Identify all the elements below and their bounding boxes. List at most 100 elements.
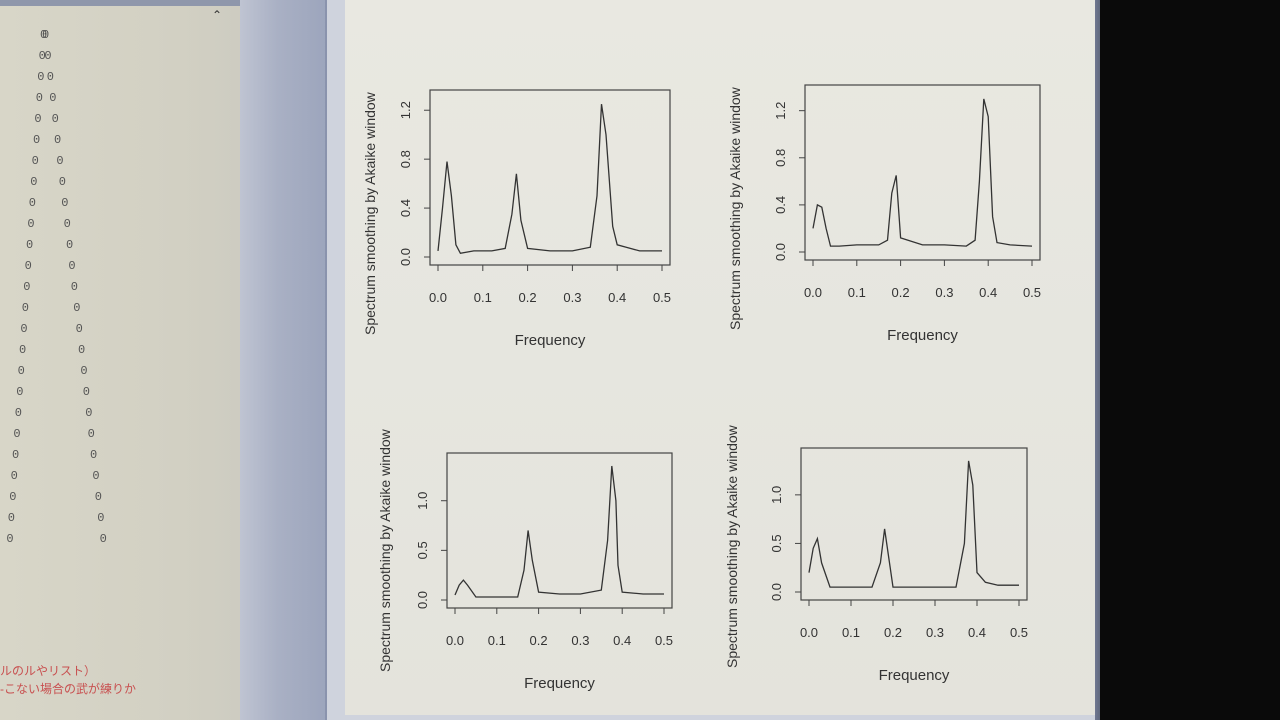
console-value: 0 bbox=[20, 322, 28, 336]
x-tick-label: 0.5 bbox=[653, 290, 671, 305]
console-value: 0 bbox=[99, 532, 107, 546]
console-value: 0 bbox=[12, 448, 20, 462]
console-value: 0 bbox=[10, 469, 18, 483]
x-axis-label: Frequency bbox=[515, 332, 586, 349]
plot-frame bbox=[429, 89, 671, 266]
console-value: 0 bbox=[92, 469, 100, 483]
console-value: 0 bbox=[38, 49, 46, 63]
scroll-up-icon[interactable]: ⌃ bbox=[212, 8, 223, 22]
console-value: 0 bbox=[34, 112, 42, 126]
console-value: 0 bbox=[19, 343, 27, 357]
console-value: 0 bbox=[37, 70, 45, 84]
x-tick-label: 0.5 bbox=[655, 633, 673, 648]
y-tick-label: 0.5 bbox=[415, 541, 430, 559]
console-value: 0 bbox=[9, 490, 17, 504]
console-value: 0 bbox=[31, 154, 39, 168]
x-tick-label: 0.0 bbox=[446, 633, 464, 648]
console-value: 0 bbox=[94, 490, 102, 504]
plot-frame bbox=[804, 84, 1041, 261]
console-value: 0 bbox=[17, 364, 25, 378]
x-tick-label: 0.2 bbox=[884, 625, 902, 640]
x-tick-label: 0.4 bbox=[613, 633, 631, 648]
console-value: 0 bbox=[46, 70, 54, 84]
console-value: 0 bbox=[49, 91, 57, 105]
console-value: 0 bbox=[75, 322, 83, 336]
plots-canvas: 0.0 0.1 0.2 0.3 0.4 0.5 0.0 0.4 0.8 1.2 Frequency S… bbox=[362, 84, 1041, 692]
x-tick-label: 0.3 bbox=[926, 625, 944, 640]
x-tick-label: 0.4 bbox=[979, 285, 997, 300]
plot-area: 0.0 0.1 0.2 0.3 0.4 0.5 0.0 0.4 0.8 1.2 Frequency S… bbox=[345, 0, 1095, 715]
y-axis-label: Spectrum smoothing by Akaike window bbox=[727, 86, 743, 330]
console-value: 0 bbox=[13, 427, 21, 441]
console-value: 0 bbox=[44, 49, 52, 63]
y-axis-label: Spectrum smoothing by Akaike window bbox=[362, 91, 378, 335]
desktop-background bbox=[1100, 0, 1280, 720]
console-value: 0 bbox=[58, 175, 66, 189]
x-tick-label: 0.4 bbox=[608, 290, 626, 305]
x-axis-label: Frequency bbox=[879, 667, 950, 684]
y-tick-label: 0.0 bbox=[769, 583, 784, 601]
spectrum-line bbox=[812, 98, 1033, 247]
x-tick-label: 0.1 bbox=[848, 285, 866, 300]
console-value: 0 bbox=[30, 175, 38, 189]
x-tick-label: 0.3 bbox=[935, 285, 953, 300]
console-value: 0 bbox=[23, 280, 31, 294]
spectrum-line bbox=[808, 460, 1019, 588]
y-tick-label: 0.8 bbox=[398, 150, 413, 168]
plot-frame bbox=[800, 447, 1028, 601]
y-tick-label: 1.0 bbox=[769, 486, 784, 504]
x-tick-label: 0.2 bbox=[519, 290, 537, 305]
console-value: 0 bbox=[82, 385, 90, 399]
console-value: 0 bbox=[97, 511, 105, 525]
console-value: 0 bbox=[16, 385, 24, 399]
y-tick-label: 0.5 bbox=[769, 534, 784, 552]
console-value: 0 bbox=[54, 133, 62, 147]
console-value: 0 bbox=[27, 217, 35, 231]
spectrum-line bbox=[437, 104, 662, 255]
x-tick-label: 0.1 bbox=[474, 290, 492, 305]
console-value: 0 bbox=[90, 448, 98, 462]
x-tick-label: 0.5 bbox=[1010, 625, 1028, 640]
x-tick-label: 0.3 bbox=[563, 290, 581, 305]
x-tick-label: 0.0 bbox=[800, 625, 818, 640]
x-tick-label: 0.3 bbox=[571, 633, 589, 648]
console-value: 0 bbox=[14, 406, 22, 420]
console-value: 0 bbox=[61, 196, 69, 210]
y-tick-label: 0.0 bbox=[398, 248, 413, 266]
console-value: 0 bbox=[66, 238, 74, 252]
console-value: 0 bbox=[51, 112, 59, 126]
x-tick-label: 0.2 bbox=[530, 633, 548, 648]
x-axis-label: Frequency bbox=[524, 675, 595, 692]
console-value: 0 bbox=[42, 28, 50, 42]
console-value: 0 bbox=[87, 427, 95, 441]
y-tick-label: 1.0 bbox=[415, 492, 430, 510]
console-value: 0 bbox=[56, 154, 64, 168]
console-message-1: ルのルやリスト） bbox=[0, 664, 97, 678]
console-value: 0 bbox=[26, 238, 34, 252]
y-tick-label: 0.0 bbox=[415, 591, 430, 609]
console-value: 0 bbox=[78, 343, 86, 357]
console-value: 0 bbox=[24, 259, 32, 273]
console-value: 0 bbox=[7, 511, 15, 525]
x-tick-label: 0.0 bbox=[429, 290, 447, 305]
console-message-2: -こない場合の武が練りか bbox=[0, 682, 136, 696]
y-tick-label: 0.8 bbox=[773, 149, 788, 167]
console-title-bar bbox=[0, 0, 240, 6]
console-value: 0 bbox=[6, 532, 14, 546]
x-tick-label: 0.4 bbox=[968, 625, 986, 640]
plot-frame bbox=[446, 452, 673, 609]
y-tick-label: 1.2 bbox=[773, 102, 788, 120]
console-value: 0 bbox=[85, 406, 93, 420]
x-tick-label: 0.2 bbox=[892, 285, 910, 300]
console-value: 0 bbox=[70, 280, 78, 294]
console-value: 0 bbox=[80, 364, 88, 378]
y-tick-label: 1.2 bbox=[398, 101, 413, 119]
y-tick-label: 0.4 bbox=[398, 199, 413, 217]
console-value: 0 bbox=[63, 217, 71, 231]
console-value: 0 bbox=[68, 259, 76, 273]
y-tick-label: 0.4 bbox=[773, 196, 788, 214]
x-tick-label: 0.0 bbox=[804, 285, 822, 300]
y-tick-label: 0.0 bbox=[773, 243, 788, 261]
console-value: 0 bbox=[21, 301, 29, 315]
x-tick-label: 0.5 bbox=[1023, 285, 1041, 300]
